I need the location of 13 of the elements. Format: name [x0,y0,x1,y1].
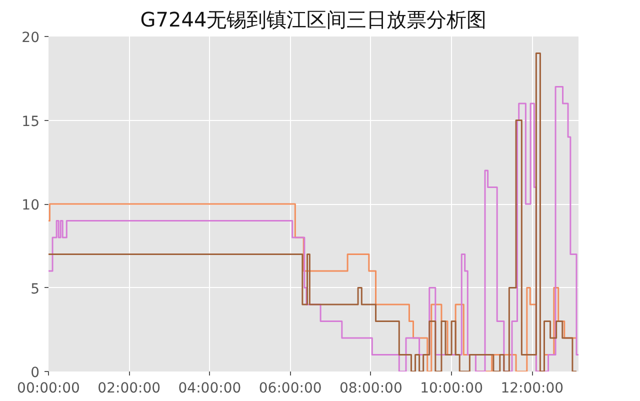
y-tick-label: 20 [22,30,40,46]
x-tick-label: 02:00:00 [98,380,161,396]
x-tick-label: 06:00:00 [258,380,322,396]
x-tick-label: 12:00:00 [500,380,564,396]
x-tick-label: 08:00:00 [339,380,402,396]
x-tick-label: 04:00:00 [178,380,242,396]
chart-title: G7244无锡到镇江区间三日放票分析图 [140,8,487,32]
y-tick-label: 0 [30,365,40,381]
x-tick-label: 00:00:00 [17,380,80,396]
y-tick-label: 10 [22,198,40,214]
y-tick-label: 15 [22,114,40,130]
x-tick-label: 10:00:00 [420,380,483,396]
y-tick-label: 5 [30,281,40,298]
